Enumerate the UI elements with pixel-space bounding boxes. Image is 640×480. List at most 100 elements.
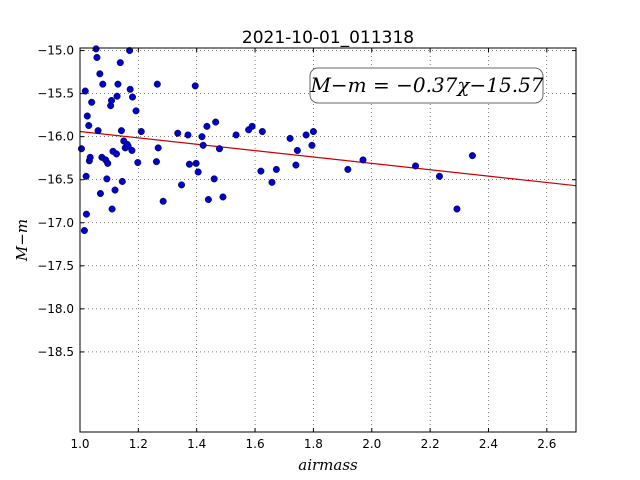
chart-title: 2021-10-01_011318	[242, 28, 414, 48]
y-tick-labels: −15.0 −15.5 −16.0 −16.5 −17.0 −17.5 −18.0 −18.5	[37, 44, 74, 359]
data-point	[128, 146, 136, 154]
data-point	[344, 165, 352, 173]
data-point	[104, 159, 112, 167]
data-point	[116, 59, 124, 67]
data-point	[126, 47, 134, 55]
data-point	[86, 153, 94, 161]
data-point	[194, 168, 202, 176]
data-point	[309, 128, 317, 136]
annotation-box	[309, 67, 544, 104]
data-point	[117, 127, 125, 135]
data-point	[258, 128, 266, 136]
fit-line-layer	[79, 130, 577, 187]
data-point	[126, 85, 134, 93]
data-point	[292, 161, 300, 169]
data-point	[137, 128, 145, 136]
data-point	[88, 98, 96, 106]
y-tick-label: −18.5	[37, 345, 74, 359]
data-point	[108, 205, 116, 213]
data-point	[272, 165, 280, 173]
data-point	[210, 175, 218, 183]
data-point	[215, 145, 223, 153]
plot-frame	[79, 47, 577, 433]
data-point	[82, 172, 90, 180]
data-point	[94, 127, 102, 135]
x-tick-label: 1.2	[129, 437, 148, 451]
data-point	[154, 144, 162, 152]
data-point	[219, 193, 227, 201]
x-tick-label: 1.8	[304, 437, 323, 451]
data-point	[108, 97, 116, 105]
y-tick-label: −17.5	[37, 259, 74, 273]
data-point	[257, 167, 265, 175]
data-point	[453, 205, 461, 213]
y-tick-label: −16.5	[37, 173, 74, 187]
data-point	[132, 107, 140, 115]
data-point	[111, 186, 119, 194]
data-point	[302, 131, 310, 139]
data-point	[80, 227, 88, 235]
data-point	[134, 159, 142, 167]
data-point	[82, 210, 90, 218]
data-point	[308, 141, 316, 149]
y-tick-label: −16.0	[37, 130, 74, 144]
data-point	[435, 172, 443, 180]
data-point	[293, 146, 301, 154]
data-point	[81, 87, 89, 95]
fit-equation: M−m = −0.37χ−15.57	[309, 73, 543, 97]
data-point	[96, 190, 104, 198]
y-tick-label: −15.0	[37, 44, 74, 58]
data-point	[178, 181, 186, 189]
data-point	[192, 159, 200, 167]
y-tick-label: −15.5	[37, 87, 74, 101]
data-point	[99, 80, 107, 88]
data-point	[286, 134, 294, 142]
x-tick-label: 2.0	[362, 437, 381, 451]
data-point	[129, 93, 137, 101]
data-point	[212, 118, 220, 126]
data-point	[93, 53, 101, 61]
data-point	[103, 175, 111, 183]
data-point	[114, 80, 122, 88]
x-axis-label: airmass	[298, 456, 358, 474]
data-point	[412, 162, 420, 170]
data-point	[118, 177, 126, 185]
grid-lines	[79, 48, 576, 432]
data-point	[191, 82, 199, 90]
data-point	[85, 121, 93, 129]
data-point	[185, 160, 193, 168]
data-point	[92, 45, 100, 53]
axis-ticks	[79, 48, 576, 432]
data-point	[468, 152, 476, 160]
x-tick-label: 2.6	[537, 437, 556, 451]
data-point	[159, 197, 167, 205]
y-axis-label: M−m	[13, 219, 31, 262]
data-point	[96, 70, 104, 78]
x-tick-label: 1.4	[187, 437, 206, 451]
y-tick-label: −18.0	[37, 302, 74, 316]
data-point	[204, 196, 212, 204]
x-tick-label: 2.2	[421, 437, 440, 451]
x-tick-label: 1.6	[246, 437, 265, 451]
data-point	[198, 133, 206, 141]
data-point	[77, 145, 85, 153]
data-points	[77, 45, 476, 235]
data-point	[203, 122, 211, 130]
x-tick-labels: 1.0 1.2 1.4 1.6 1.8 2.0 2.2 2.4 2.6	[70, 437, 556, 451]
data-point	[232, 131, 240, 139]
data-point	[153, 80, 161, 88]
data-point	[83, 112, 91, 120]
data-point	[359, 156, 367, 164]
data-point	[113, 92, 121, 100]
fit-line	[79, 130, 577, 187]
y-tick-label: −17.0	[37, 216, 74, 230]
data-point	[248, 122, 256, 130]
data-point	[112, 150, 120, 158]
data-point	[152, 158, 160, 166]
data-point	[184, 131, 192, 139]
data-point	[199, 141, 207, 149]
data-point	[268, 178, 276, 186]
x-tick-label: 1.0	[70, 437, 89, 451]
data-point	[174, 129, 182, 137]
